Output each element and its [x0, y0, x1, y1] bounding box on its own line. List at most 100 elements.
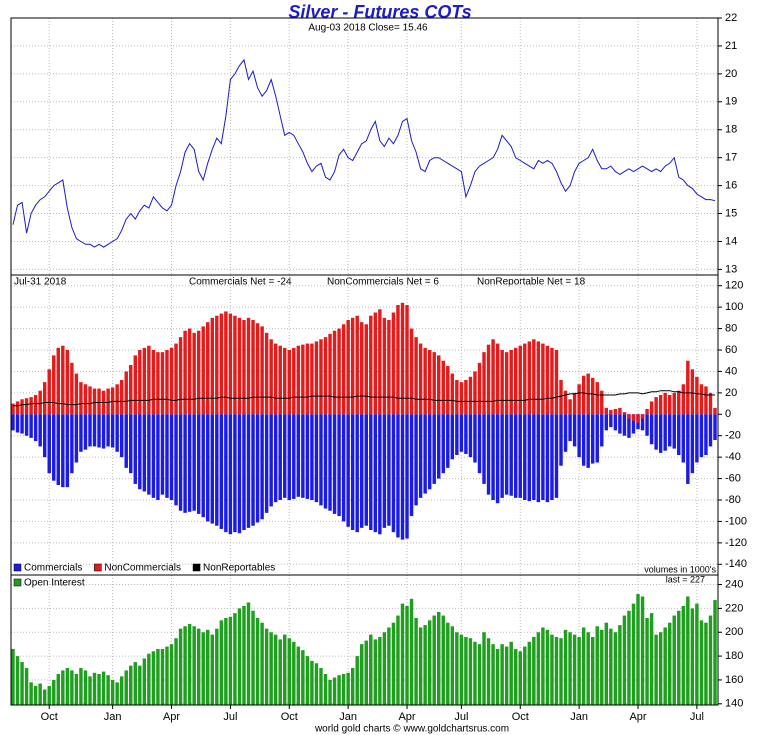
bar	[246, 317, 251, 415]
bar	[52, 355, 56, 415]
bar	[382, 632, 387, 705]
bar	[432, 414, 436, 484]
bar	[387, 320, 391, 415]
bar	[296, 414, 301, 497]
bar	[79, 414, 83, 452]
bar	[255, 617, 260, 705]
bar	[600, 390, 604, 415]
bar	[219, 414, 224, 529]
bar	[296, 646, 301, 705]
bar	[346, 672, 350, 705]
bar	[378, 309, 382, 415]
bar	[658, 632, 663, 705]
bar	[649, 414, 654, 445]
bar	[183, 330, 187, 415]
bar	[251, 414, 255, 526]
bar	[11, 414, 15, 431]
bar	[455, 380, 459, 415]
bar	[242, 414, 246, 530]
bar	[106, 388, 110, 415]
bar	[15, 414, 20, 433]
bar	[15, 401, 20, 415]
y-tick-label: 20	[725, 68, 737, 80]
bar	[636, 594, 640, 705]
bar	[590, 414, 595, 464]
x-tick-label: Oct	[281, 711, 298, 723]
x-tick-label: Jul	[454, 711, 468, 723]
bar	[323, 414, 328, 509]
bar	[536, 341, 541, 415]
bar	[568, 414, 572, 442]
bar	[699, 620, 704, 705]
bar	[523, 646, 527, 705]
legend-swatch	[13, 578, 22, 587]
bar	[287, 350, 291, 415]
bar	[627, 414, 631, 419]
bar	[224, 617, 228, 705]
bar	[332, 330, 337, 415]
bar	[337, 414, 341, 517]
bar	[350, 668, 355, 705]
bar	[568, 399, 572, 415]
bar	[165, 350, 169, 415]
note: volumes in 1000's	[644, 564, 716, 574]
bar	[414, 617, 418, 705]
bar	[142, 414, 147, 492]
bar	[690, 414, 695, 474]
bar	[178, 414, 183, 511]
bar	[129, 365, 133, 415]
y-tick-label: -40	[725, 451, 741, 463]
bar	[97, 414, 101, 448]
bar	[206, 629, 210, 705]
bar	[228, 616, 233, 705]
bar	[423, 625, 427, 705]
bar	[609, 410, 613, 415]
bar	[115, 384, 119, 415]
bar	[468, 414, 473, 458]
bar	[559, 414, 563, 466]
bar	[20, 399, 24, 415]
bar	[654, 397, 658, 415]
bar	[373, 639, 378, 705]
bar	[473, 414, 477, 463]
y-tick-label: 180	[725, 650, 743, 662]
bar	[323, 673, 328, 705]
bar	[156, 648, 160, 705]
bar	[224, 311, 228, 415]
bar	[446, 366, 450, 415]
bar	[640, 414, 645, 419]
bar	[563, 414, 568, 452]
bar	[704, 622, 708, 705]
bar	[649, 613, 654, 705]
bar	[196, 628, 201, 705]
bar	[160, 648, 165, 705]
bar	[468, 638, 473, 705]
bar	[645, 414, 649, 436]
bar	[482, 352, 486, 415]
bar	[65, 668, 70, 705]
bar	[391, 622, 396, 705]
bar	[178, 337, 183, 415]
bar	[527, 641, 532, 705]
bar	[296, 345, 301, 415]
bar	[658, 395, 663, 415]
bar	[210, 634, 214, 705]
bar	[305, 414, 310, 499]
annotation: Commercials Net = -24	[189, 277, 292, 288]
bar	[654, 634, 658, 705]
bar	[20, 662, 24, 705]
bar	[56, 347, 61, 415]
bar	[292, 347, 296, 415]
bar	[441, 414, 445, 474]
bar	[292, 641, 296, 705]
bar	[713, 407, 717, 415]
bar	[563, 629, 568, 705]
bar	[138, 665, 142, 705]
bar	[187, 414, 192, 512]
bar	[337, 328, 341, 415]
bar	[631, 603, 636, 705]
bar	[106, 414, 110, 447]
bar	[369, 315, 373, 415]
bar	[38, 390, 42, 415]
bar	[224, 414, 228, 533]
